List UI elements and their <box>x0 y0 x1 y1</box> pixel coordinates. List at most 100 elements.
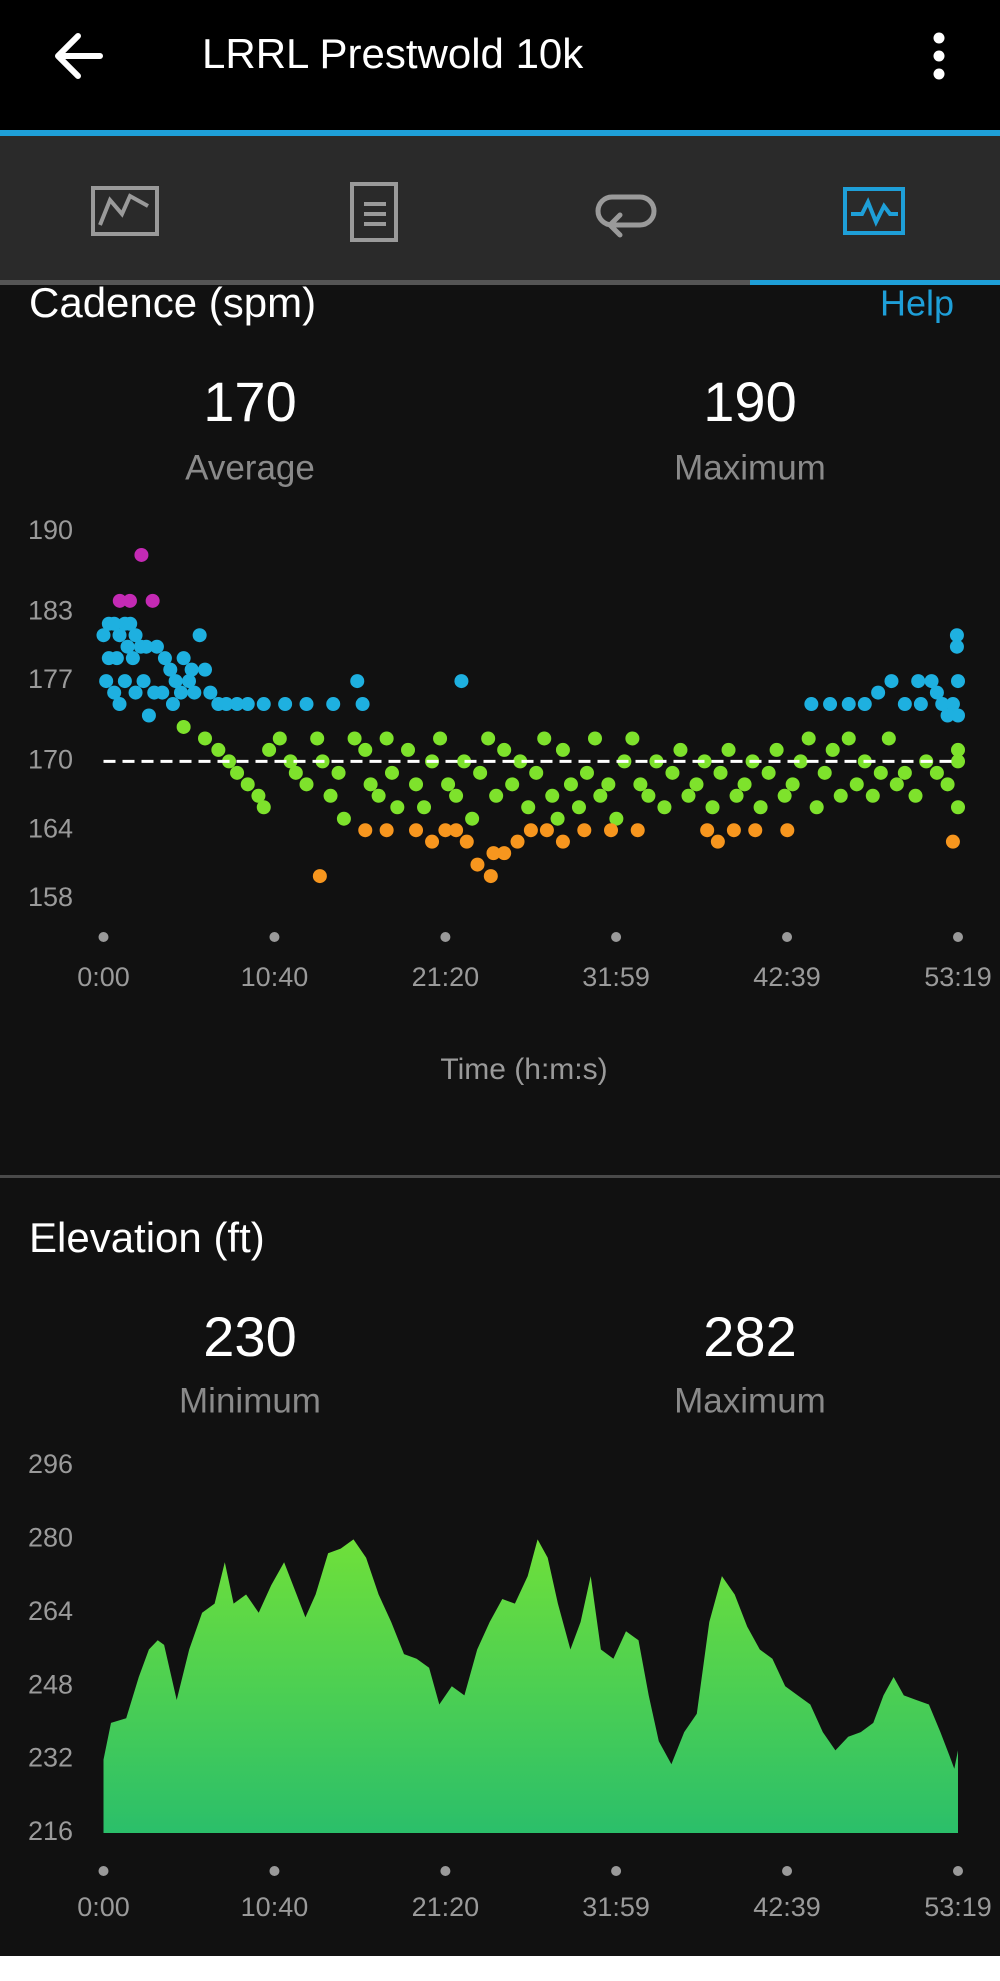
x-tick-label: 31:59 <box>582 962 650 992</box>
x-tick-dot <box>440 932 451 942</box>
menu-dot[interactable] <box>933 68 945 80</box>
x-tick-label: 31:59 <box>582 1892 650 1922</box>
cadence-point <box>951 708 965 723</box>
details-icon-lines[interactable] <box>364 202 386 226</box>
cadence-point <box>454 674 469 689</box>
menu-dot[interactable] <box>933 32 945 44</box>
cadence-point <box>299 777 314 792</box>
cadence-point <box>889 777 904 792</box>
stat-value: 190 <box>703 370 796 433</box>
cadence-point <box>198 731 213 746</box>
cadence-point <box>219 697 234 712</box>
cadence-point <box>128 685 143 700</box>
x-tick-label: 10:40 <box>241 1892 309 1922</box>
cadence-point <box>951 754 965 769</box>
cadence-point <box>96 628 111 643</box>
cadence-point <box>145 593 160 608</box>
active-tab-indicator <box>750 280 1000 285</box>
cadence-point <box>550 811 565 826</box>
cadence-point <box>470 857 485 872</box>
cadence-point <box>384 765 399 780</box>
cadence-point <box>181 674 196 689</box>
tab-map[interactable] <box>91 186 159 236</box>
cadence-point <box>940 777 955 792</box>
x-tick-label: 0:00 <box>77 1892 130 1922</box>
x-tick-label: 42:39 <box>753 1892 821 1922</box>
cadence-point <box>713 765 728 780</box>
cadence-point <box>563 777 578 792</box>
cadence-point <box>793 754 808 769</box>
cadence-point <box>604 823 619 838</box>
menu-button[interactable] <box>933 32 945 80</box>
cadence-point <box>486 846 501 861</box>
laps-arrow[interactable] <box>606 212 623 238</box>
cadence-point <box>433 731 448 746</box>
tab-bar <box>0 136 1000 280</box>
cadence-point <box>449 788 464 803</box>
cadence-point <box>278 697 293 712</box>
cadence-point <box>122 593 137 608</box>
back-arrow[interactable] <box>55 33 103 79</box>
cadence-point <box>350 674 365 689</box>
cadence-point <box>951 800 965 815</box>
x-tick-label: 21:20 <box>412 1892 480 1922</box>
cadence-point <box>929 765 944 780</box>
cadence-point <box>409 823 424 838</box>
cadence-point <box>299 697 314 712</box>
cadence-point <box>673 742 688 757</box>
stat-label: Maximum <box>674 1381 826 1420</box>
cadence-point <box>881 731 896 746</box>
cadence-point <box>256 697 271 712</box>
cadence-point <box>579 765 594 780</box>
cadence-point <box>593 788 608 803</box>
x-tick-label: 0:00 <box>77 962 130 992</box>
charts-icon[interactable] <box>843 187 905 235</box>
stat-label: Minimum <box>179 1381 321 1420</box>
stat-value: 170 <box>203 370 296 433</box>
cadence-point <box>841 731 856 746</box>
x-tick-dot <box>953 1866 963 1876</box>
map-icon[interactable] <box>91 186 159 236</box>
cadence-point <box>251 788 266 803</box>
cadence-point <box>165 697 180 712</box>
cadence-point <box>949 639 964 654</box>
stat-label: Average <box>185 448 315 487</box>
stat-value: 282 <box>703 1305 796 1368</box>
laps-icon[interactable] <box>595 194 657 228</box>
stat-label: Maximum <box>674 448 826 487</box>
y-tick-label: 248 <box>28 1669 73 1699</box>
charts-icon-wave[interactable] <box>851 197 898 227</box>
cadence-point <box>107 685 122 700</box>
cadence-point <box>363 777 378 792</box>
tab-laps[interactable] <box>595 194 657 238</box>
back-button[interactable] <box>55 33 103 79</box>
cadence-point <box>465 811 480 826</box>
y-tick-label: 190 <box>28 515 73 545</box>
cadence-point <box>809 800 824 815</box>
x-tick-dot <box>611 932 622 942</box>
tab-charts[interactable] <box>843 187 905 235</box>
cadence-point <box>326 697 341 712</box>
help-link[interactable]: Help <box>880 283 954 324</box>
cadence-point <box>379 823 394 838</box>
cadence-point <box>897 697 912 712</box>
cadence-point <box>849 777 864 792</box>
cadence-point <box>336 811 351 826</box>
x-tick-dot <box>611 1866 622 1876</box>
tab-details[interactable] <box>350 182 398 242</box>
cadence-point <box>155 685 170 700</box>
cadence-point <box>371 788 386 803</box>
stat-value: 230 <box>203 1305 296 1368</box>
cadence-point <box>705 800 720 815</box>
map-icon-route[interactable] <box>98 193 149 226</box>
cadence-point <box>425 834 440 849</box>
details-icon[interactable] <box>350 182 398 242</box>
cadence-point <box>940 708 955 723</box>
menu-dot[interactable] <box>933 50 945 62</box>
app-bar <box>0 0 1000 130</box>
cadence-point <box>935 697 950 712</box>
cadence-point <box>481 731 496 746</box>
cadence-point <box>141 708 156 723</box>
y-tick-label: 232 <box>28 1743 73 1773</box>
cadence-point <box>230 765 245 780</box>
